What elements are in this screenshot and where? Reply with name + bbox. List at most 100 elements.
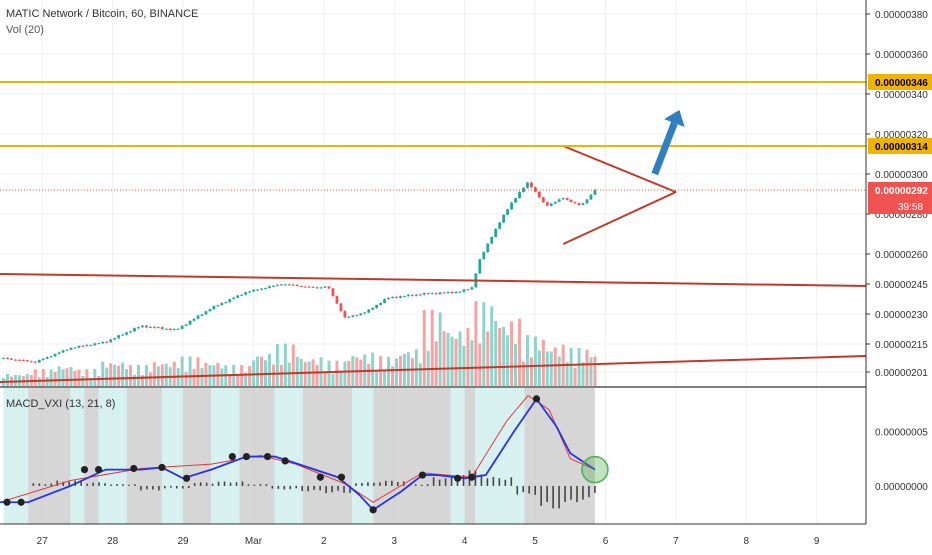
x-tick-label: Mar bbox=[245, 536, 263, 547]
candle-body bbox=[514, 198, 517, 203]
candle-body bbox=[156, 327, 160, 329]
volume-bar bbox=[113, 364, 117, 386]
macd-histogram-bar bbox=[325, 485, 327, 494]
volume-bar bbox=[136, 364, 140, 386]
candle-body bbox=[97, 343, 101, 345]
x-tick-label: 3 bbox=[391, 536, 397, 547]
candle-body bbox=[37, 359, 41, 363]
candle-body bbox=[454, 291, 458, 294]
volume-bar bbox=[541, 339, 545, 386]
macd-histogram-bar bbox=[247, 484, 250, 486]
candle-body bbox=[391, 297, 394, 299]
volume-bar bbox=[117, 365, 121, 386]
volume-bar bbox=[474, 301, 478, 386]
volume-bar bbox=[307, 361, 311, 386]
volume-bar bbox=[164, 363, 168, 386]
candle-body bbox=[470, 287, 474, 290]
macd-histogram-bar bbox=[164, 485, 166, 489]
candle-body bbox=[510, 202, 513, 210]
candle-body bbox=[164, 328, 168, 330]
candle-body bbox=[45, 357, 49, 359]
candle-body bbox=[557, 199, 561, 202]
macd-histogram-bar bbox=[498, 478, 501, 486]
candle-body bbox=[549, 203, 553, 206]
volume-bar bbox=[25, 374, 29, 386]
macd-histogram-bar bbox=[391, 480, 393, 486]
macd-histogram-bar bbox=[110, 484, 112, 486]
candle-body bbox=[347, 316, 351, 318]
volume-bar bbox=[287, 362, 291, 386]
macd-histogram-bar bbox=[456, 478, 459, 486]
volume-bar bbox=[466, 327, 470, 386]
candle-body bbox=[279, 284, 283, 286]
candle-body bbox=[414, 294, 418, 296]
resistance-price-badge-1-bg bbox=[868, 74, 932, 90]
macd-histogram-bar bbox=[38, 483, 41, 486]
macd-band bbox=[28, 388, 71, 524]
volume-bar bbox=[331, 374, 335, 386]
crossover-point bbox=[158, 463, 166, 472]
volume-bar bbox=[81, 375, 85, 386]
macd-histogram-bar bbox=[450, 476, 453, 486]
macd-histogram-bar bbox=[211, 483, 214, 486]
volume-bar bbox=[414, 349, 418, 386]
volume-bar bbox=[478, 343, 482, 386]
volume-bar bbox=[383, 370, 387, 386]
macd-histogram-bar bbox=[32, 483, 35, 486]
candle-body bbox=[216, 305, 220, 307]
macd-histogram-bar bbox=[80, 481, 82, 486]
volume-bar bbox=[267, 354, 271, 386]
candle-body bbox=[49, 356, 53, 358]
candle-body bbox=[434, 293, 438, 295]
candle-body bbox=[371, 307, 375, 310]
volume-bar bbox=[343, 361, 347, 386]
macd-histogram-bar bbox=[594, 485, 596, 493]
candle-body bbox=[458, 291, 462, 293]
axis-panel bbox=[866, 0, 932, 550]
price-tick-label: 0.00000215 bbox=[875, 340, 928, 351]
macd-histogram-bar bbox=[522, 485, 525, 493]
macd-histogram-bar bbox=[289, 485, 292, 490]
volume-bar bbox=[248, 365, 252, 386]
candle-body bbox=[581, 203, 585, 205]
volume-bar bbox=[557, 356, 561, 386]
volume-bar bbox=[228, 374, 232, 386]
volume-bar bbox=[85, 369, 89, 386]
macd-histogram-bar bbox=[265, 484, 268, 486]
candle-body bbox=[506, 209, 510, 215]
candle-body bbox=[522, 187, 525, 192]
macd-histogram-bar bbox=[492, 476, 495, 486]
candle-body bbox=[553, 201, 557, 204]
x-tick-label: 4 bbox=[462, 536, 468, 547]
macd-histogram-bar bbox=[217, 481, 220, 486]
candle-body bbox=[57, 352, 61, 354]
macd-histogram-bar bbox=[552, 485, 554, 509]
macd-tick-label: 0.00000000 bbox=[875, 482, 928, 493]
macd-histogram-bar bbox=[438, 479, 441, 486]
volume-bar bbox=[315, 364, 319, 386]
macd-histogram-bar bbox=[540, 485, 542, 506]
candle-body bbox=[77, 345, 81, 348]
crossover-point bbox=[242, 452, 251, 461]
volume-bar bbox=[133, 374, 137, 386]
macd-histogram-bar bbox=[295, 485, 298, 489]
volume-bar bbox=[89, 378, 93, 386]
candle-body bbox=[307, 286, 311, 288]
candle-body bbox=[137, 327, 140, 329]
volume-bar bbox=[438, 312, 442, 386]
candle-body bbox=[248, 291, 252, 293]
crossover-point bbox=[369, 506, 377, 514]
crossover-point bbox=[454, 474, 462, 482]
volume-bar bbox=[486, 331, 490, 386]
x-tick-label: 28 bbox=[107, 536, 119, 547]
candle-body bbox=[327, 286, 331, 289]
candle-body bbox=[17, 359, 21, 361]
volume-bar bbox=[291, 344, 295, 386]
candle-body bbox=[478, 259, 482, 274]
macd-histogram-bar bbox=[223, 481, 226, 486]
candle-body bbox=[129, 331, 132, 333]
candle-body bbox=[208, 309, 212, 312]
candle-body bbox=[264, 288, 267, 290]
volume-bar bbox=[339, 370, 343, 386]
